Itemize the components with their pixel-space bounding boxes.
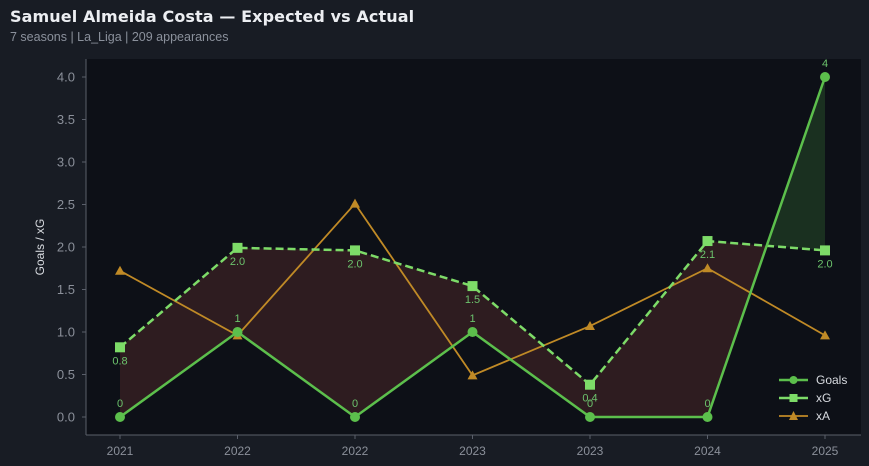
chart-subtitle: 7 seasons | La_Liga | 209 appearances bbox=[10, 30, 229, 44]
y-tick-label: 2.0 bbox=[57, 240, 75, 255]
goals-value-label: 0 bbox=[704, 398, 710, 410]
legend: Goals xG xA bbox=[779, 373, 847, 423]
circle-marker-icon bbox=[789, 376, 798, 384]
legend-item-xg[interactable]: xG bbox=[779, 391, 831, 405]
legend-label: xA bbox=[816, 409, 830, 423]
x-tick-label: 2022 bbox=[342, 444, 369, 458]
xg-marker[interactable] bbox=[350, 245, 360, 256]
y-tick-label: 4.0 bbox=[57, 70, 75, 85]
goals-marker[interactable] bbox=[232, 327, 243, 337]
xg-value-label: 2.0 bbox=[230, 256, 245, 268]
legend-label: xG bbox=[816, 391, 831, 405]
y-tick-label: 1.5 bbox=[57, 282, 75, 297]
x-axis: 2021 2022 2022 2023 2023 2024 2025 bbox=[86, 434, 861, 458]
xg-value-label: 2.0 bbox=[817, 258, 832, 270]
goals-marker[interactable] bbox=[702, 412, 713, 422]
goals-marker[interactable] bbox=[820, 72, 830, 82]
goals-marker[interactable] bbox=[585, 412, 595, 422]
x-tick-label: 2025 bbox=[812, 444, 839, 458]
goals-marker[interactable] bbox=[467, 327, 478, 337]
x-tick-label: 2024 bbox=[694, 444, 721, 458]
xg-value-label: 0.8 bbox=[112, 355, 127, 367]
x-tick-label: 2022 bbox=[224, 444, 251, 458]
xa-marker[interactable] bbox=[350, 198, 360, 208]
xa-marker[interactable] bbox=[702, 263, 713, 273]
xg-marker[interactable] bbox=[702, 236, 713, 247]
xg-value-label: 1.5 bbox=[465, 294, 480, 306]
xg-marker[interactable] bbox=[820, 245, 830, 256]
x-tick-label: 2023 bbox=[459, 444, 486, 458]
goals-value-label: 1 bbox=[234, 313, 240, 325]
xg-value-label: 0.4 bbox=[582, 393, 597, 405]
xg-marker[interactable] bbox=[232, 242, 243, 253]
xg-value-label: 2.0 bbox=[347, 258, 362, 270]
chart-title: Samuel Almeida Costa — Expected vs Actua… bbox=[10, 7, 415, 26]
y-axis: 0.0 0.5 1.0 1.5 2.0 2.5 3.0 3.5 4.0 bbox=[57, 59, 87, 435]
x-tick-label: 2023 bbox=[577, 444, 604, 458]
xg-marker[interactable] bbox=[585, 379, 595, 390]
xa-marker[interactable] bbox=[115, 265, 125, 275]
y-axis-title: Goals / xG bbox=[33, 219, 47, 276]
xg-value-label: 2.1 bbox=[700, 249, 715, 261]
xg-marker[interactable] bbox=[115, 342, 125, 353]
goals-value-label: 0 bbox=[117, 398, 123, 410]
y-tick-label: 2.5 bbox=[57, 197, 75, 212]
square-marker-icon bbox=[789, 394, 798, 402]
y-tick-label: 0.5 bbox=[57, 367, 75, 382]
y-tick-label: 3.5 bbox=[57, 112, 75, 127]
legend-item-goals[interactable]: Goals bbox=[779, 373, 847, 387]
goals-marker[interactable] bbox=[350, 412, 360, 422]
x-tick-label: 2021 bbox=[107, 444, 134, 458]
goals-value-label: 4 bbox=[822, 58, 828, 70]
xg-marker[interactable] bbox=[467, 281, 478, 292]
goals-value-label: 0 bbox=[587, 398, 593, 410]
xa-marker[interactable] bbox=[467, 370, 478, 380]
data-labels: 0 1 0 1 0 0 4 0.8 2.0 2.0 1.5 0.4 2.1 2.0 bbox=[112, 58, 832, 410]
series-lines bbox=[115, 72, 830, 422]
y-tick-label: 1.0 bbox=[57, 325, 75, 340]
triangle-marker-icon bbox=[789, 411, 798, 420]
goals-value-label: 0 bbox=[352, 398, 358, 410]
xa-marker[interactable] bbox=[820, 330, 830, 340]
y-tick-label: 3.0 bbox=[57, 155, 75, 170]
legend-item-xa[interactable]: xA bbox=[779, 409, 830, 423]
goals-marker[interactable] bbox=[115, 412, 125, 422]
legend-label: Goals bbox=[816, 373, 847, 387]
goals-value-label: 1 bbox=[469, 313, 475, 325]
y-tick-label: 0.0 bbox=[57, 410, 75, 425]
xa-marker[interactable] bbox=[585, 321, 595, 331]
